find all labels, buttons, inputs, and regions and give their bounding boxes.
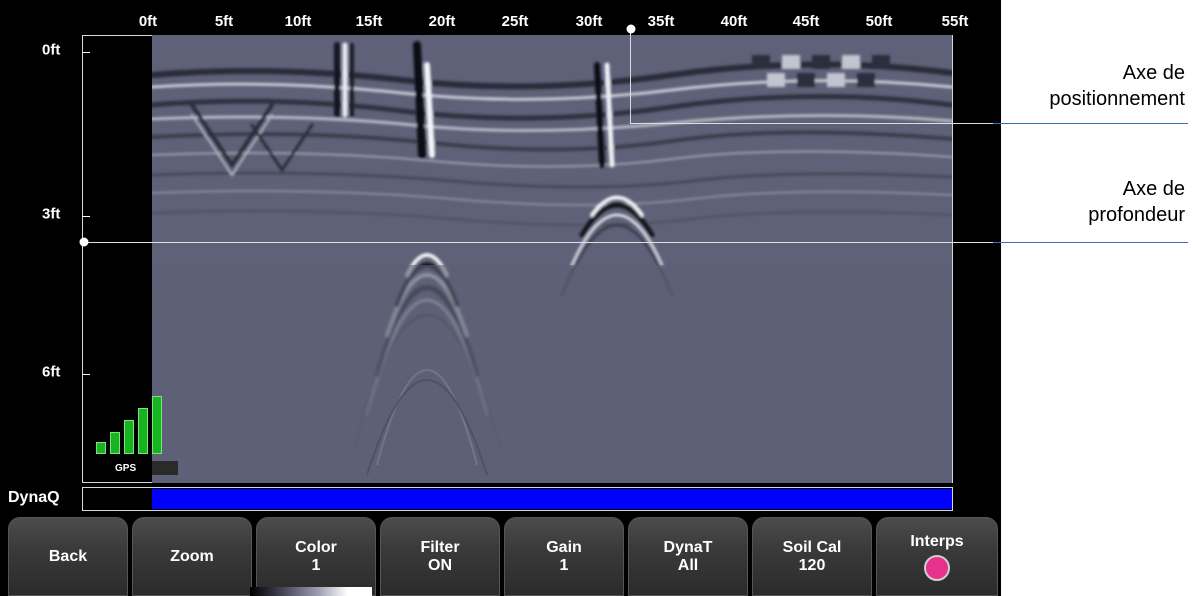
depth-label-0: 0ft	[42, 41, 61, 59]
ruler-label-40: 40ft	[720, 13, 748, 30]
button-label: Soil Cal	[782, 538, 842, 556]
zoom-button[interactable]: Zoom	[132, 517, 252, 596]
color-palette-preview	[250, 587, 372, 596]
dynaq-frame	[82, 487, 953, 511]
color-button[interactable]: Color 1	[256, 517, 376, 596]
button-label: Color	[295, 538, 337, 556]
dynaq-quality-bar	[152, 489, 952, 509]
button-label: Interps	[910, 532, 964, 550]
gps-signal-bar	[96, 442, 106, 454]
gain-button[interactable]: Gain 1	[504, 517, 624, 596]
ruler-label-0: 0ft	[138, 13, 158, 30]
dynat-button[interactable]: DynaT All	[628, 517, 748, 596]
button-label: Back	[48, 547, 88, 565]
gps-label: GPS	[115, 463, 137, 474]
annotation-line: positionnement	[1049, 88, 1185, 110]
dynaq-label: DynaQ	[8, 489, 60, 506]
gps-signal-bar	[124, 420, 134, 454]
depth-axis-marker	[79, 237, 89, 247]
button-value: 1	[311, 556, 321, 574]
positioning-axis-marker	[626, 24, 636, 34]
depth-axis-annotation: Axe de profondeur	[1088, 176, 1185, 228]
button-label: Gain	[546, 538, 582, 556]
positioning-axis-annotation: Axe de positionnement	[1049, 60, 1185, 112]
button-label: Zoom	[170, 547, 214, 565]
annotation-line: Axe de	[1122, 178, 1185, 200]
depth-label-6: 6ft	[42, 363, 61, 381]
positioning-callout-underline	[993, 123, 1188, 124]
button-value: All	[677, 556, 699, 574]
depth-callout-line	[84, 242, 993, 243]
depth-tick	[82, 374, 90, 375]
ruler-label-25: 25ft	[501, 13, 529, 30]
annotation-line: profondeur	[1088, 204, 1185, 226]
ruler-label-55: 55ft	[941, 13, 969, 30]
positioning-callout-line	[631, 123, 993, 124]
gpr-display: 0ft 5ft 10ft 15ft 20ft 25ft 30ft 35ft 40…	[0, 0, 1001, 596]
annotation-line: Axe de	[1122, 62, 1185, 84]
ruler-label-50: 50ft	[865, 13, 893, 30]
softkey-row: Back Zoom Color 1 Filter ON Gain 1 DynaT…	[8, 517, 1001, 596]
ruler-label-20: 20ft	[428, 13, 456, 30]
depth-tick	[82, 216, 90, 217]
gps-signal-bar	[138, 408, 148, 454]
ruler-label-35: 35ft	[647, 13, 675, 30]
interp-indicator-icon	[924, 554, 950, 581]
ruler-label-10: 10ft	[284, 13, 312, 30]
button-label: Filter	[420, 538, 460, 556]
depth-callout-underline	[993, 242, 1188, 243]
back-button[interactable]: Back	[8, 517, 128, 596]
ruler-label-30: 30ft	[575, 13, 603, 30]
gps-signal-bar	[110, 432, 120, 454]
interps-button[interactable]: Interps	[876, 517, 998, 596]
gps-status-box	[152, 461, 178, 475]
ruler-label-5: 5ft	[214, 13, 234, 30]
gpr-scan-image[interactable]	[152, 35, 952, 483]
soil-cal-button[interactable]: Soil Cal 120	[752, 517, 872, 596]
depth-label-3: 3ft	[42, 205, 61, 223]
depth-tick	[82, 52, 90, 53]
button-value: ON	[428, 556, 452, 574]
positioning-callout-stem	[630, 30, 631, 124]
gps-signal-icon	[96, 390, 166, 454]
filter-button[interactable]: Filter ON	[380, 517, 500, 596]
ruler-label-15: 15ft	[355, 13, 383, 30]
button-value: 1	[559, 556, 569, 574]
ruler-label-45: 45ft	[792, 13, 820, 30]
gps-signal-bar	[152, 396, 162, 454]
button-value: 120	[798, 556, 826, 574]
button-label: DynaT	[663, 538, 713, 556]
